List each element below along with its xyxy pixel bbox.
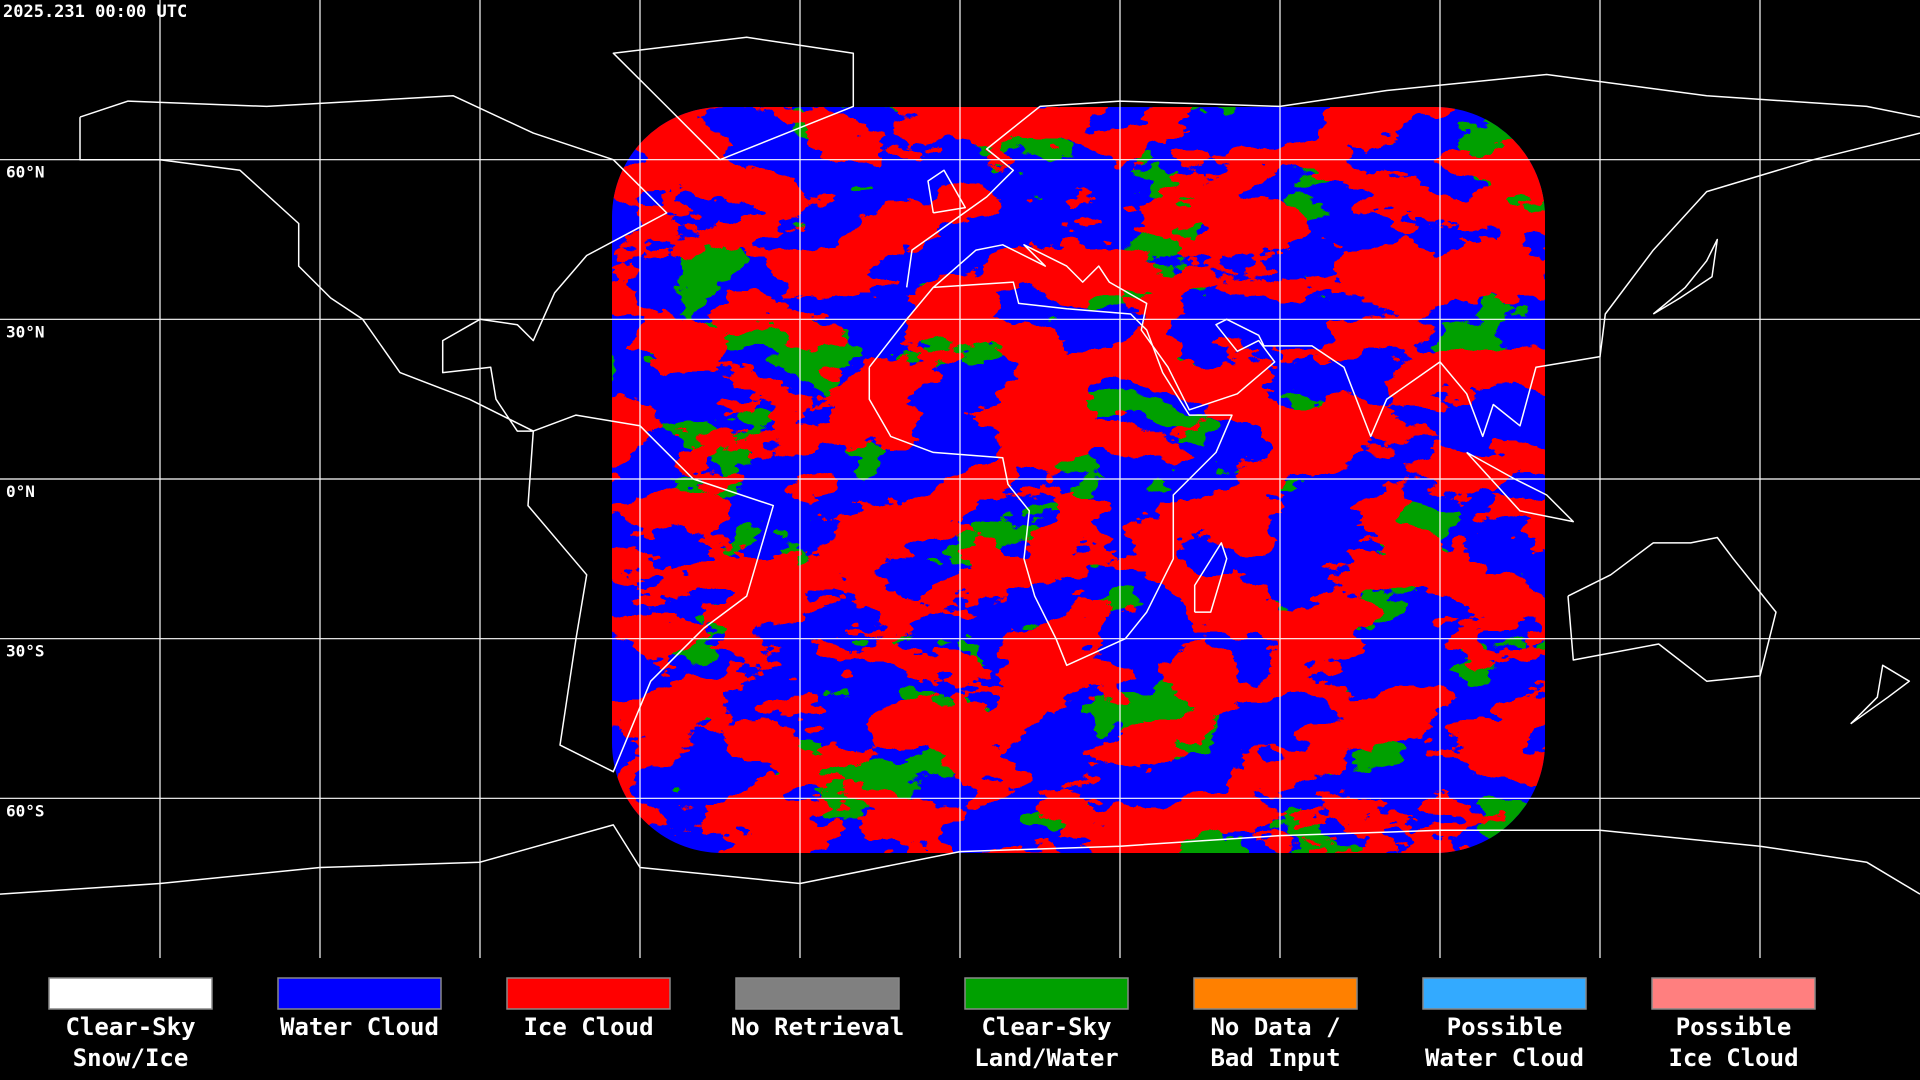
- coastline: [868, 281, 1233, 667]
- coastline: [612, 36, 855, 161]
- latitude-label: 60°N: [6, 163, 45, 182]
- coastline: [1193, 542, 1228, 613]
- coastline: [1567, 536, 1777, 682]
- coastline: [1652, 238, 1719, 315]
- coastline: [1466, 451, 1575, 523]
- legend-swatch: [735, 977, 900, 1010]
- legend-label: Possible: [1676, 1013, 1792, 1041]
- legend-label: Ice Cloud: [523, 1013, 653, 1041]
- latitude-label: 30°N: [6, 322, 45, 341]
- legend-label: Snow/Ice: [73, 1044, 189, 1072]
- legend-label: Possible: [1447, 1013, 1563, 1041]
- latitude-label: 60°S: [6, 801, 45, 820]
- legend-label: Clear-Sky: [981, 1013, 1111, 1041]
- legend-label: Land/Water: [974, 1044, 1119, 1072]
- coastline: [927, 169, 967, 214]
- coastline: [1850, 664, 1911, 725]
- legend-swatch: [964, 977, 1129, 1010]
- coastline: [905, 73, 1920, 288]
- latitude-label: 0°N: [6, 482, 35, 501]
- legend-label: No Data /: [1210, 1013, 1340, 1041]
- legend-swatch: [506, 977, 671, 1010]
- cloud-phase-field: [612, 107, 1545, 853]
- legend-swatch: [1193, 977, 1358, 1010]
- legend: Clear-Sky Snow/Ice Water Cloud Ice Cloud No …: [48, 977, 1816, 1072]
- graticule: [0, 0, 1920, 958]
- latitude-label: 30°S: [6, 642, 45, 661]
- legend-swatch: [1422, 977, 1587, 1010]
- ice-cloud-area: [612, 107, 1545, 853]
- legend-label: Clear-Sky: [65, 1013, 195, 1041]
- timestamp: 2025.231 00:00 UTC: [3, 2, 187, 22]
- legend-label: No Retrieval: [731, 1013, 904, 1041]
- legend-swatch: [48, 977, 213, 1010]
- coastline: [527, 414, 775, 773]
- legend-label: Water Cloud: [1425, 1044, 1584, 1072]
- legend-label: Ice Cloud: [1668, 1044, 1798, 1072]
- legend-swatch: [1651, 977, 1816, 1010]
- legend-label: Bad Input: [1210, 1044, 1340, 1072]
- legend-swatch: [277, 977, 442, 1010]
- coastline: [79, 95, 668, 432]
- legend-label: Water Cloud: [280, 1013, 439, 1041]
